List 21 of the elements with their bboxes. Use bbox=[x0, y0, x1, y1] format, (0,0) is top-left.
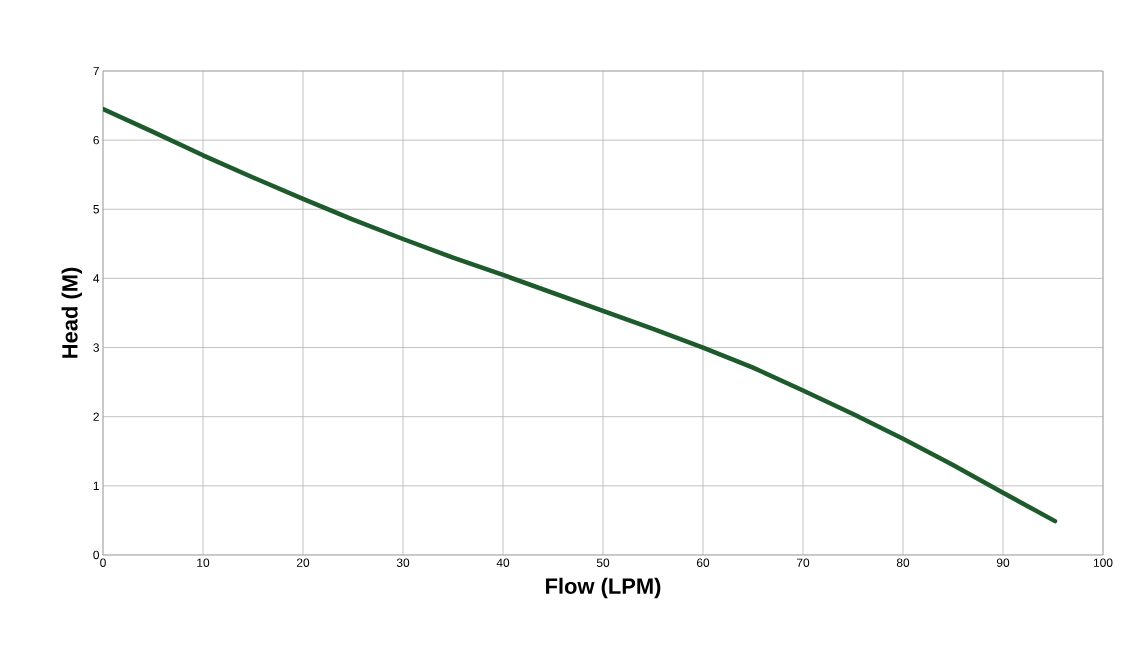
x-tick-label: 40 bbox=[496, 558, 510, 567]
y-tick-label: 7 bbox=[93, 66, 99, 76]
y-tick-label: 5 bbox=[93, 205, 99, 214]
y-axis-title: Head (M) bbox=[61, 267, 82, 358]
y-tick-label: 1 bbox=[93, 481, 99, 490]
y-tick-label: 6 bbox=[93, 135, 99, 145]
x-tick-label: 60 bbox=[696, 558, 710, 567]
x-axis-title: Flow (LPM) bbox=[546, 577, 661, 599]
y-tick-label: 0 bbox=[93, 550, 100, 560]
x-tick-label: 10 bbox=[197, 558, 210, 567]
y-tick-label: 4 bbox=[93, 274, 100, 283]
x-tick-label: 90 bbox=[996, 558, 1010, 567]
x-tick-label: 0 bbox=[100, 558, 106, 567]
x-tick-label: 20 bbox=[296, 558, 310, 567]
x-tick-label: 80 bbox=[896, 558, 910, 567]
y-tick-label: 3 bbox=[93, 343, 99, 352]
x-tick-label: 30 bbox=[396, 558, 410, 567]
x-tick-label: 100 bbox=[1093, 558, 1113, 567]
x-tick-label: 50 bbox=[596, 558, 610, 567]
x-tick-label: 70 bbox=[796, 558, 810, 567]
y-tick-label: 2 bbox=[93, 412, 99, 421]
